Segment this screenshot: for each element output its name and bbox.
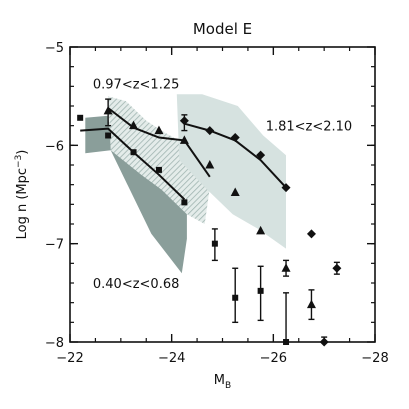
x-axis-title-main: M xyxy=(214,373,225,388)
square-point-5 xyxy=(181,199,188,206)
triangle-point-7 xyxy=(256,225,266,235)
y-axis-title: Log n (Mpc−3) xyxy=(14,150,30,240)
square-point-7 xyxy=(232,294,239,301)
square-point-4 xyxy=(155,166,162,173)
redshift-annotation-3: 0.40<z<0.68 xyxy=(93,277,180,292)
y-tick-label: −5 xyxy=(45,41,64,56)
triangle-point-9 xyxy=(306,299,316,309)
square-point-2 xyxy=(105,132,112,139)
square-point-8 xyxy=(257,287,264,294)
model-band-1 xyxy=(85,115,187,274)
y-axis-title-close: ) xyxy=(15,150,30,155)
square-point-3 xyxy=(130,149,137,156)
y-axis-title-superscript: −3 xyxy=(14,155,24,168)
y-tick-label: −7 xyxy=(45,238,64,253)
annotations: 0.97<z<1.25 1.81<z<2.10 0.40<z<0.68 xyxy=(93,77,352,292)
diamond-point-4 xyxy=(256,150,266,160)
triangle-point-2 xyxy=(129,120,139,130)
x-axis-title-subscript: B xyxy=(225,381,231,391)
model-band-3 xyxy=(176,94,286,249)
triangle-point-6 xyxy=(230,187,240,197)
x-tick-label: −28 xyxy=(361,351,388,366)
y-axis-title-main: Log n (Mpc xyxy=(15,168,30,239)
data-points xyxy=(77,98,342,347)
triangle-point-5 xyxy=(205,160,215,169)
y-tick-label: −6 xyxy=(45,139,64,154)
x-tick-label: −22 xyxy=(56,351,83,366)
redshift-annotation-1: 0.97<z<1.25 xyxy=(93,77,180,92)
chart-title: Model E xyxy=(193,20,252,38)
triangle-point-1 xyxy=(103,105,113,115)
diamond-point-5 xyxy=(281,183,291,193)
triangle-point-4 xyxy=(179,135,189,144)
axis-ticks xyxy=(69,46,376,343)
triangle-point-8 xyxy=(281,263,291,272)
diamond-point-3 xyxy=(230,132,240,142)
diamond-point-1 xyxy=(179,116,189,126)
square-point-6 xyxy=(211,240,218,247)
x-axis-title: MB xyxy=(214,373,231,391)
x-tick-label: −26 xyxy=(260,351,287,366)
diamond-point-2 xyxy=(205,126,215,136)
model-line-2 xyxy=(107,107,211,178)
y-tick-label: −8 xyxy=(45,336,64,351)
square-point-1 xyxy=(77,114,84,121)
triangle-point-3 xyxy=(154,125,164,135)
x-tick-label: −24 xyxy=(158,351,185,366)
diamond-point-6 xyxy=(306,229,316,239)
redshift-annotation-2: 1.81<z<2.10 xyxy=(266,120,353,135)
tick-labels: −22 −24 −26 −28 −5 −6 −7 −8 xyxy=(45,41,389,366)
diamond-point-7 xyxy=(332,263,342,273)
